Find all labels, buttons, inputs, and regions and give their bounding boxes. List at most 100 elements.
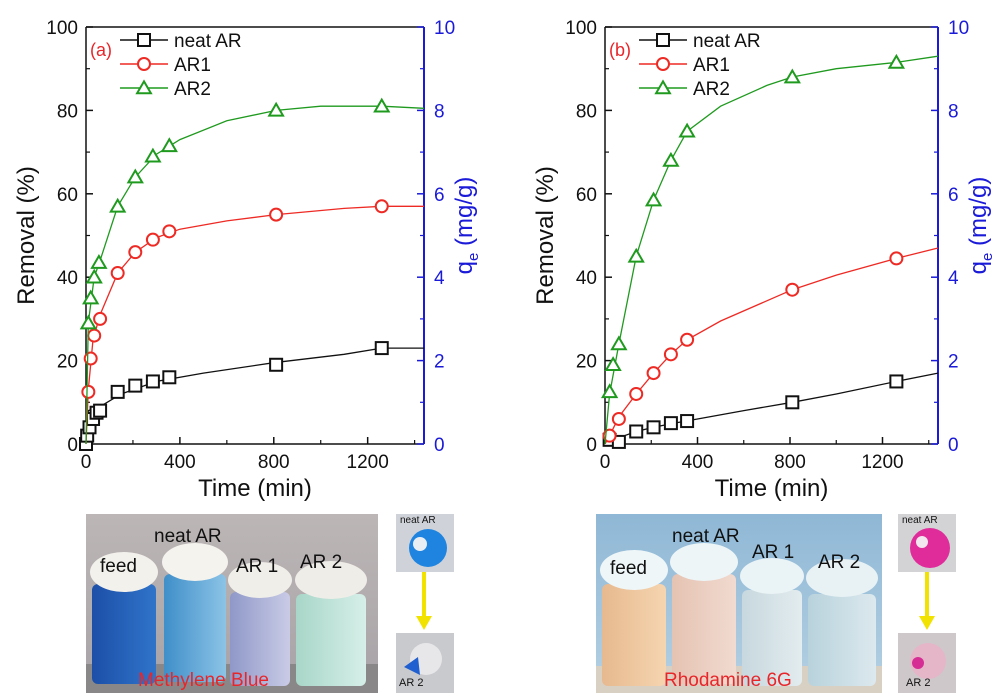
y2-tick-label: 2 xyxy=(434,352,445,373)
data-point xyxy=(162,224,177,239)
legend-marker xyxy=(656,57,670,71)
data-point xyxy=(128,245,143,260)
data-point xyxy=(145,232,160,247)
y-tick-label: 40 xyxy=(576,268,597,289)
y2-tick-label: 8 xyxy=(434,101,445,122)
data-point xyxy=(162,370,177,385)
y2-tick-label: 10 xyxy=(948,18,969,39)
data-point xyxy=(680,414,695,429)
panel-label: (b) xyxy=(609,40,631,60)
y-axis-title: Removal (%) xyxy=(13,166,40,305)
arrow-down-icon xyxy=(416,572,432,630)
vial-label-ar2: AR 2 xyxy=(818,552,861,573)
panel-label: (a) xyxy=(90,40,112,60)
x-tick-label: 1200 xyxy=(347,452,389,473)
arrow-down-icon xyxy=(919,572,935,630)
vial-label-neat-ar: neat AR xyxy=(154,526,222,547)
small-photo-ar2-a: AR 2 xyxy=(396,633,454,693)
legend-marker xyxy=(654,79,672,95)
data-point xyxy=(889,374,904,389)
small-photo-neat-ar-a: neat AR xyxy=(396,514,454,572)
data-point xyxy=(145,374,160,389)
x-axis-title: Time (min) xyxy=(715,475,829,502)
vials-illustration xyxy=(86,543,378,693)
data-point xyxy=(663,416,678,431)
small-label-ar2-a: AR 2 xyxy=(399,677,424,689)
data-point xyxy=(110,384,125,399)
vial-label-ar1: AR 1 xyxy=(236,556,279,577)
data-point xyxy=(374,341,389,356)
series-neat-ar xyxy=(602,372,939,449)
y-tick-label: 80 xyxy=(576,101,597,122)
data-point xyxy=(629,386,644,401)
data-point xyxy=(611,411,626,426)
small-photo-neat-ar-b: neat AR xyxy=(898,514,956,572)
y2-tick-label: 2 xyxy=(948,352,959,373)
x-tick-label: 0 xyxy=(81,452,92,473)
data-point xyxy=(646,366,661,381)
x-axis-title: Time (min) xyxy=(198,475,312,502)
data-point xyxy=(785,395,800,410)
x-tick-label: 800 xyxy=(774,452,806,473)
chart-panel-b: 0 400 800 1200 0 20 40 60 80 100 0 2 4 6 8 10 Time (min)… xyxy=(532,18,996,502)
x-tick-label: 800 xyxy=(258,452,290,473)
data-point xyxy=(678,122,696,138)
y-tick-label: 0 xyxy=(67,435,78,456)
data-point xyxy=(93,403,108,418)
vial-label-feed: feed xyxy=(100,556,137,577)
legend-label: neat AR xyxy=(693,31,761,52)
small-label-ar2-b: AR 2 xyxy=(906,677,931,689)
data-point xyxy=(611,434,626,449)
small-photo-ar2-b: AR 2 xyxy=(898,633,956,693)
photo-rhodamine-6g: feed neat AR AR 1 AR 2 Rhodamine 6G xyxy=(596,514,882,693)
data-point xyxy=(373,97,391,113)
y2-tick-label: 0 xyxy=(948,435,959,456)
data-point xyxy=(610,335,628,351)
data-point xyxy=(680,332,695,347)
small-label-neat-ar-b: neat AR xyxy=(902,515,938,526)
series-neat-ar xyxy=(79,341,424,451)
y2-tick-label: 6 xyxy=(434,185,445,206)
y-tick-label: 20 xyxy=(57,352,78,373)
y2-axis-title: qe (mg/g) xyxy=(965,177,996,275)
y2-tick-label: 4 xyxy=(948,268,959,289)
photo-methylene-blue: feed neat AR AR 1 AR 2 Methylene Blue xyxy=(86,514,378,693)
legend-marker xyxy=(135,79,153,95)
vial-label-ar1: AR 1 xyxy=(752,542,795,563)
y2-tick-label: 8 xyxy=(948,101,959,122)
data-point xyxy=(627,247,645,263)
data-point xyxy=(128,378,143,393)
vial-label-ar2: AR 2 xyxy=(300,552,343,573)
y2-tick-label: 10 xyxy=(434,18,455,39)
data-point xyxy=(160,137,178,153)
legend-label: AR2 xyxy=(174,79,211,100)
legend-label: AR1 xyxy=(174,55,211,76)
y-tick-label: 100 xyxy=(46,18,78,39)
data-point xyxy=(87,328,102,343)
y2-tick-label: 4 xyxy=(434,268,445,289)
data-point xyxy=(604,356,622,372)
data-point xyxy=(126,168,144,184)
x-tick-label: 400 xyxy=(682,452,714,473)
data-point xyxy=(110,266,125,281)
data-point xyxy=(81,384,96,399)
series-line xyxy=(85,347,424,445)
data-point xyxy=(144,147,162,163)
legend-marker xyxy=(137,33,151,47)
series-ar2 xyxy=(600,53,939,445)
data-point xyxy=(629,424,644,439)
data-point xyxy=(79,314,97,330)
photo-caption-rhodamine-6g: Rhodamine 6G xyxy=(664,670,792,691)
series-line xyxy=(604,247,939,445)
x-tick-label: 0 xyxy=(600,452,611,473)
y-tick-label: 100 xyxy=(565,18,597,39)
legend-label: AR2 xyxy=(693,79,730,100)
series-line xyxy=(85,205,424,445)
series-line xyxy=(85,105,425,445)
data-point xyxy=(663,347,678,362)
legend-marker xyxy=(137,57,151,71)
x-tick-label: 1200 xyxy=(861,452,903,473)
legend-marker xyxy=(656,33,670,47)
y-tick-label: 0 xyxy=(586,435,597,456)
